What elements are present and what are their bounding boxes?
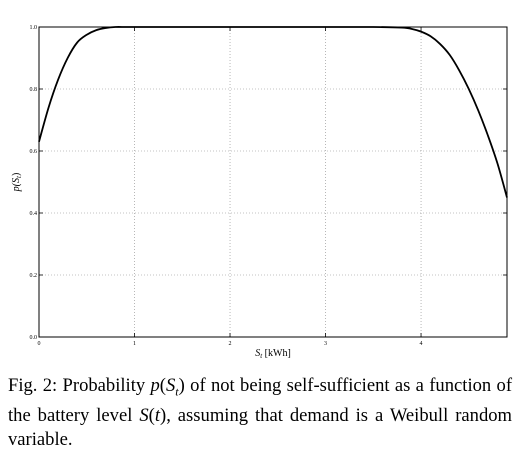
y-tick-label: 0.6	[30, 149, 38, 155]
probability-curve	[38, 26, 508, 198]
y-tick-label: 0.8	[30, 87, 38, 93]
x-tick-label: 1	[133, 341, 136, 347]
probability-chart: 0 1 2 3 4 0.0 0.2 0.4 0.6 0.8 1.0 St [kWh] p(St)	[11, 25, 508, 360]
x-tick-label: 4	[420, 341, 423, 347]
plot-frame	[38, 26, 508, 338]
axis-ticks: 0 1 2 3 4 0.0 0.2 0.4 0.6 0.8 1.0	[30, 25, 507, 347]
x-tick-label: 0	[38, 341, 41, 347]
y-axis-label: p(St)	[11, 173, 23, 193]
x-axis-label: St [kWh]	[255, 348, 291, 360]
x-tick-label: 3	[324, 341, 327, 347]
y-tick-label: 0.0	[30, 335, 38, 341]
y-tick-label: 0.2	[30, 273, 38, 279]
grid-lines	[39, 27, 507, 337]
y-tick-label: 0.4	[30, 211, 38, 217]
figure-caption: Fig. 2: Probability p(St) of not being s…	[8, 375, 513, 450]
y-tick-label: 1.0	[30, 25, 38, 31]
x-tick-label: 2	[229, 341, 232, 347]
